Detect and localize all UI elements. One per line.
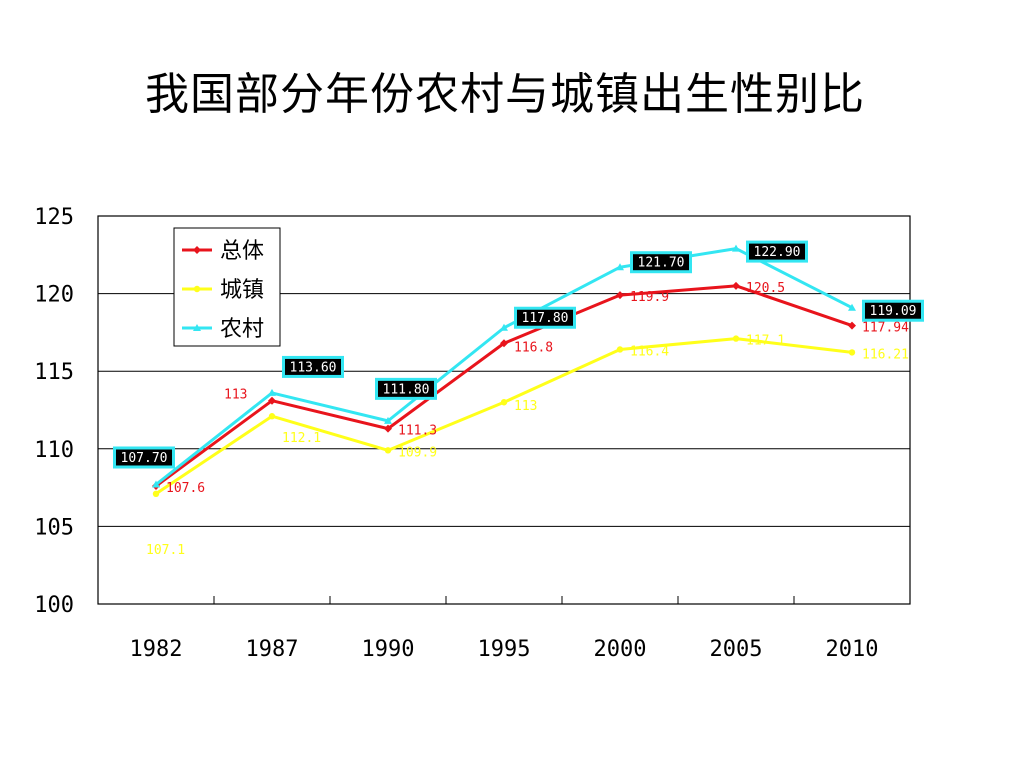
label-box-fill: [378, 380, 434, 397]
series-lines: [152, 244, 856, 498]
data-label: 116.8: [514, 340, 553, 355]
data-point: [384, 447, 392, 454]
data-label: 116.4: [630, 344, 669, 359]
data-point: [384, 416, 392, 424]
x-tick-label: 1982: [130, 637, 183, 662]
y-tick-label: 110: [34, 438, 74, 463]
data-label: 111.80: [383, 382, 430, 397]
data-point: [616, 346, 624, 353]
data-label: 109.9: [398, 445, 437, 460]
legend-marker: [193, 285, 201, 293]
data-point: [152, 490, 160, 498]
data-label: 119.09: [870, 304, 917, 319]
data-point: [848, 303, 856, 311]
data-label: 119.9: [630, 290, 669, 305]
data-label: 111.3: [398, 424, 437, 439]
y-tick-label: 125: [34, 205, 74, 230]
y-tick-label: 105: [34, 515, 74, 540]
x-tick-label: 2000: [594, 637, 647, 662]
data-label: 107.1: [146, 543, 185, 558]
data-label-box: 113.60: [282, 355, 344, 378]
data-label: 117.80: [522, 311, 569, 326]
data-point: [500, 323, 508, 331]
data-label: 107.6: [166, 481, 205, 496]
data-point: [732, 335, 740, 342]
data-label-box: 107.70: [113, 446, 175, 469]
data-label-box: 119.09: [862, 299, 924, 322]
data-point: [732, 244, 740, 252]
label-box-fill: [116, 449, 172, 466]
x-tick-label: 1995: [478, 637, 531, 662]
legend-box: [173, 227, 281, 347]
chart-title: 我国部分年份农村与城镇出生性别比: [145, 69, 865, 120]
data-label: 113: [514, 399, 537, 414]
legend-marker: [193, 246, 201, 254]
data-label: 117.94: [862, 321, 909, 336]
data-label: 120.5: [746, 281, 785, 296]
y-tick-label: 100: [34, 593, 74, 618]
data-point: [152, 480, 160, 488]
series-line-1: [155, 337, 853, 496]
label-box-fill: [517, 309, 573, 326]
axes: 100 105 110 115 120 125 1982 1987 1990 1995 2000 20…: [34, 205, 878, 662]
data-label-box: 121.70: [630, 251, 692, 274]
data-label-box: 122.90: [746, 240, 808, 263]
data-point: [848, 321, 856, 330]
data-label: 107.70: [121, 451, 168, 466]
data-point: [500, 339, 508, 348]
label-box-fill: [865, 302, 921, 319]
data-label: 122.90: [754, 245, 801, 260]
y-tick-label: 120: [34, 283, 74, 308]
x-tick-label: 1990: [362, 637, 415, 662]
legend-label: 总体: [220, 239, 264, 264]
data-label: 113: [224, 388, 247, 403]
data-label-box: 111.80: [375, 377, 437, 400]
legend-label: 城镇: [220, 278, 264, 303]
legend-label: 农村: [220, 317, 264, 342]
data-point: [616, 263, 624, 271]
data-label: 121.70: [638, 256, 685, 271]
x-tick-label: 2010: [826, 637, 879, 662]
data-point: [268, 396, 276, 405]
x-tick-label: 1987: [246, 637, 299, 662]
x-tick-label: 2005: [710, 637, 763, 662]
data-point: [500, 399, 508, 406]
plot-area-border: [97, 215, 911, 605]
label-box-fill: [749, 243, 805, 260]
data-label-box: 117.80: [514, 306, 576, 329]
data-label: 116.21: [862, 347, 909, 362]
data-point: [384, 424, 392, 433]
y-tick-label: 115: [34, 360, 74, 385]
data-point: [616, 291, 624, 300]
label-box-fill: [285, 358, 341, 375]
data-point: [268, 413, 276, 420]
data-label: 112.1: [282, 431, 321, 446]
label-box-fill: [633, 254, 689, 271]
legend-marker: [193, 324, 201, 331]
data-label: 113.60: [290, 360, 337, 375]
data-point: [268, 388, 276, 396]
data-point: [732, 281, 740, 290]
data-label: 117.1: [746, 334, 785, 349]
data-labels: 107.6 113 111.3 116.8 119.9 120.5 117.94 107.1 1…: [113, 240, 924, 558]
data-point: [848, 349, 856, 356]
